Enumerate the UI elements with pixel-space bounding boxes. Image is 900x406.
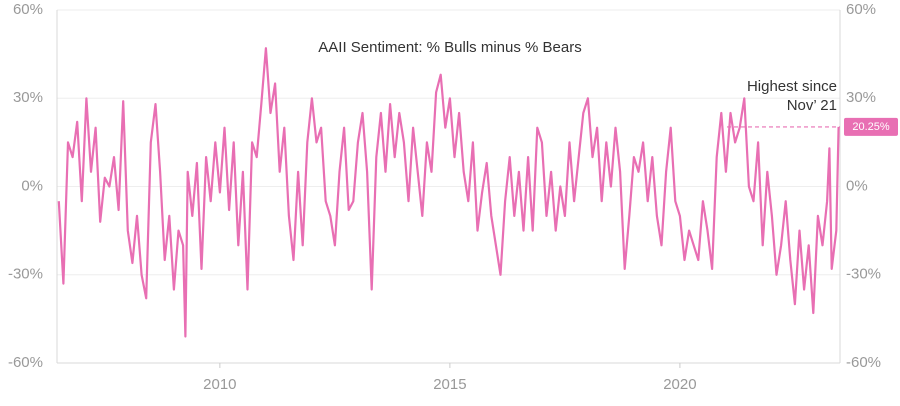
y2-tick-label: 60% [846, 1, 876, 18]
annotation: Highest since [747, 78, 837, 95]
y2-tick-label: 30% [846, 89, 876, 106]
y-tick-label: 0% [21, 177, 43, 194]
x-tick-label: 2010 [203, 376, 236, 393]
end-label-box [844, 117, 898, 136]
annotation: Nov’ 21 [787, 97, 837, 114]
y-tick-label: -30% [8, 266, 43, 283]
y2-tick-label: -60% [846, 354, 881, 371]
y-tick-label: -60% [8, 354, 43, 371]
x-tick-label: 2020 [663, 376, 696, 393]
chart-title: AAII Sentiment: % Bulls minus % Bears [318, 39, 581, 56]
end-label: 20.25% [852, 121, 890, 133]
y2-tick-label: 0% [846, 177, 868, 194]
x-tick-label: 2015 [433, 376, 466, 393]
y2-tick-label: -30% [846, 266, 881, 283]
y-tick-label: 30% [13, 89, 43, 106]
y-tick-label: 60% [13, 1, 43, 18]
data-line [57, 47, 840, 338]
